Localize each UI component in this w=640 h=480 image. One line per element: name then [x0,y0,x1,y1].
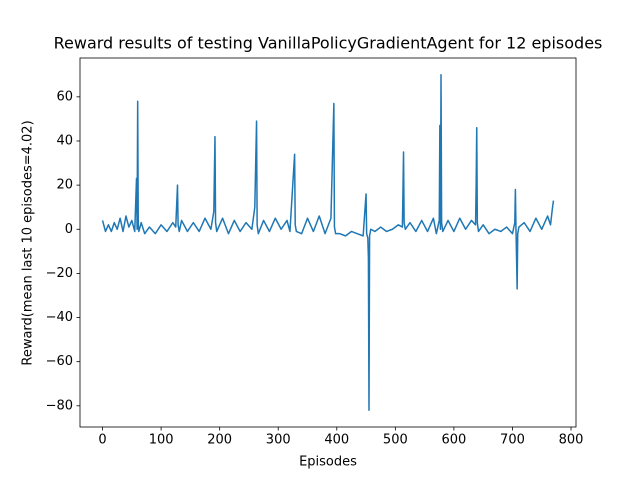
y-tick-label: 20 [56,178,73,193]
x-tick-label: 700 [500,433,525,448]
x-tick-label: 200 [207,433,232,448]
y-tick-label: −80 [46,398,73,413]
chart-title: Reward results of testing VanillaPolicyG… [54,34,603,53]
x-tick-label: 300 [266,433,291,448]
y-tick-label: 60 [56,89,73,104]
y-tick-label: 40 [56,133,73,148]
series-line [101,74,555,411]
x-tick-label: 500 [383,433,408,448]
x-tick-label: 0 [98,433,106,448]
x-tick-label: 100 [149,433,174,448]
y-axis-label: Reward(mean last 10 episodes=4.02) [21,120,36,365]
y-tick-label: −40 [46,310,73,325]
y-tick-label: −20 [46,266,73,281]
y-tick-label: −60 [46,354,73,369]
x-tick-label: 800 [559,433,584,448]
y-tick-label: 0 [65,222,73,237]
plot-frame [79,57,577,428]
x-axis-label: Episodes [299,455,357,470]
x-tick-label: 400 [324,433,349,448]
x-tick-label: 600 [441,433,466,448]
